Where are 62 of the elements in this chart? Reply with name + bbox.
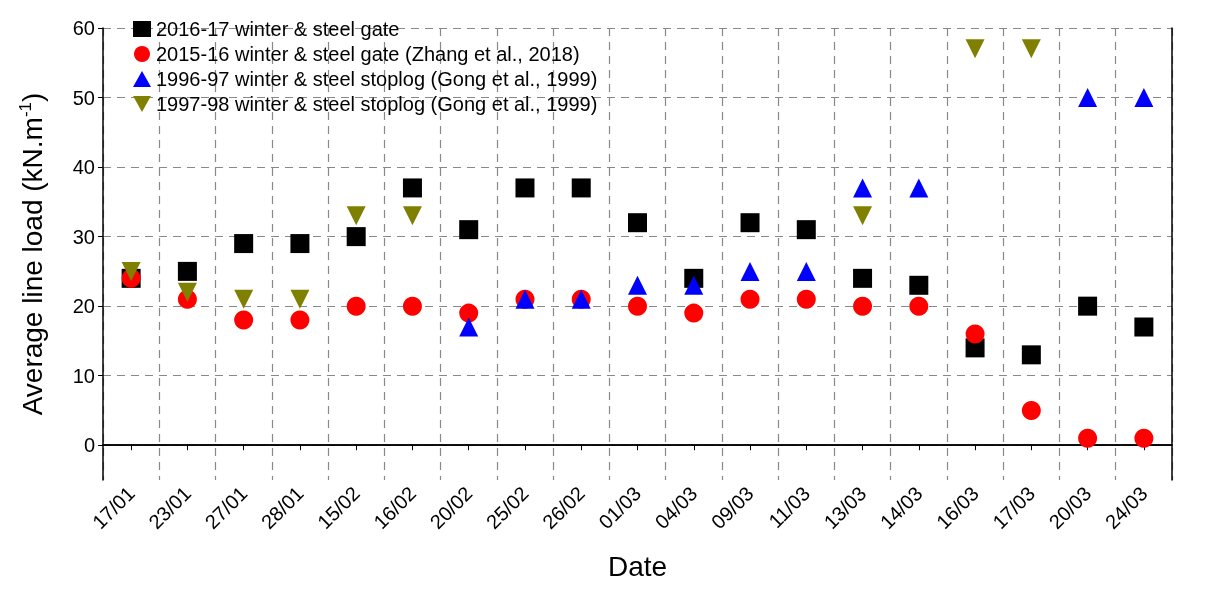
- point: [909, 275, 929, 295]
- point: [571, 178, 591, 198]
- point: [290, 289, 310, 309]
- point: [1134, 428, 1154, 448]
- point: [459, 220, 479, 240]
- point: [1021, 345, 1041, 365]
- point: [459, 303, 479, 323]
- y-tick-label: 40: [72, 156, 95, 179]
- point: [684, 303, 704, 323]
- point: [1134, 88, 1154, 108]
- point: [402, 206, 422, 226]
- point: [909, 296, 929, 316]
- point: [853, 268, 873, 288]
- point: [402, 296, 422, 316]
- point: [796, 220, 816, 240]
- point: [177, 261, 197, 281]
- y-tick-label: 10: [72, 364, 95, 387]
- legend-label: 1997-98 winter & steel stoplog (Gong et al., 1999): [156, 93, 598, 115]
- point: [965, 324, 985, 344]
- point: [853, 296, 873, 316]
- legend-label: 1996-97 winter & steel stoplog (Gong et al., 1999): [156, 68, 598, 90]
- point: [740, 261, 760, 281]
- y-tick-label: 60: [72, 17, 95, 39]
- point: [965, 39, 985, 59]
- y-tick-label: 0: [83, 434, 95, 457]
- point: [402, 178, 422, 198]
- point: [740, 289, 760, 309]
- y-tick-label: 50: [72, 86, 95, 109]
- point: [1078, 88, 1098, 108]
- point: [628, 275, 647, 295]
- y-axis-title: Average line load (kN.m-1): [16, 92, 48, 416]
- y-tick-label: 30: [72, 225, 95, 248]
- point: [515, 178, 535, 198]
- point: [628, 296, 647, 316]
- point: [290, 234, 310, 254]
- point: [346, 296, 366, 316]
- point: [346, 206, 366, 226]
- point: [684, 275, 704, 295]
- point: [234, 310, 254, 330]
- point: [121, 261, 141, 281]
- point: [1078, 296, 1098, 316]
- point: [1078, 428, 1098, 448]
- point: [796, 261, 816, 281]
- point: [909, 178, 929, 198]
- point: [234, 234, 254, 254]
- point: [234, 289, 254, 309]
- point: [1134, 317, 1154, 337]
- point: [1021, 400, 1041, 420]
- point: [1021, 39, 1041, 59]
- point: [853, 178, 873, 198]
- point: [796, 289, 816, 309]
- legend-label: 2015-16 winter & steel gate (Zhang et al., 2018): [156, 43, 580, 65]
- point: [177, 282, 197, 302]
- legend-label: 2016-17 winter & steel gate: [156, 18, 400, 40]
- point: [853, 206, 873, 226]
- point: [290, 310, 310, 330]
- point: [346, 227, 366, 247]
- x-axis-title: Date: [607, 550, 668, 582]
- point: [459, 317, 479, 337]
- point: [628, 213, 647, 233]
- y-tick-label: 20: [72, 295, 95, 318]
- point: [740, 213, 760, 233]
